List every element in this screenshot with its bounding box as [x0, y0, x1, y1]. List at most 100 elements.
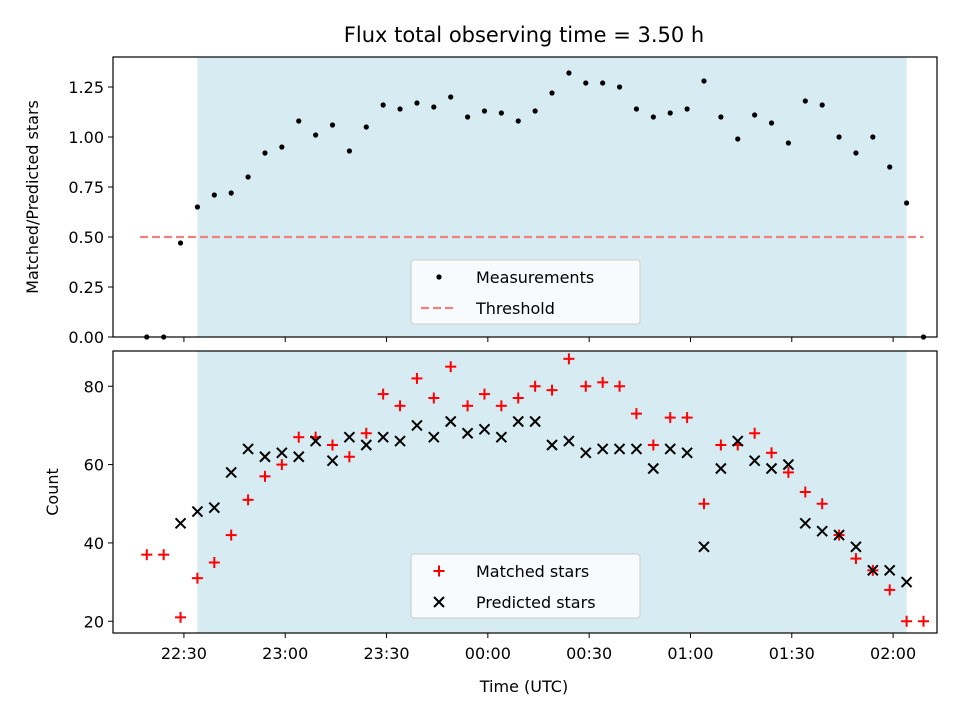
predicted-star-point [478, 423, 491, 436]
predicted-star-point [411, 419, 423, 432]
measurement-point [397, 106, 403, 112]
predicted-star-point [563, 435, 575, 447]
predicted-star-point [850, 541, 862, 553]
predicted-star-point [444, 415, 457, 428]
legend-marker-predicted [433, 596, 445, 608]
measurement-point [329, 122, 336, 128]
top-y-tick-label: 0.25 [68, 278, 104, 297]
measurement-point [735, 136, 741, 142]
matched-star-point [225, 529, 237, 541]
measurement-point [414, 100, 420, 106]
measurement-point [481, 108, 488, 114]
x-tick-label: 01:30 [769, 644, 815, 663]
predicted-star-point [867, 564, 879, 577]
matched-star-point [208, 557, 220, 568]
measurement-point [498, 110, 504, 116]
measurement-point [650, 114, 656, 120]
predicted-star-point [799, 517, 812, 530]
bottom-plot-frame [112, 350, 938, 634]
measurement-point [667, 110, 673, 116]
legend-marker-measurements [436, 274, 442, 280]
matched-star-point [766, 447, 778, 459]
top-legend: Measurements Threshold [410, 259, 641, 325]
matched-star-point [377, 388, 389, 400]
measurement-point [431, 104, 437, 110]
x-tick-label: 01:00 [667, 644, 713, 663]
matched-star-point [901, 615, 913, 627]
matched-star-point [664, 412, 676, 424]
predicted-star-point [326, 454, 339, 467]
predicted-star-point [529, 415, 541, 428]
measurement-point [296, 118, 302, 124]
predicted-star-point [580, 447, 592, 459]
predicted-star-point [732, 435, 744, 447]
predicted-star-point [613, 443, 626, 455]
bottom-y-tick-label: 60 [84, 456, 104, 475]
predicted-star-point [174, 517, 187, 530]
x-tick-label: 23:00 [262, 644, 308, 663]
x-tick-label: 02:00 [870, 644, 916, 663]
legend-label: Measurements [476, 268, 594, 287]
measurement-point [532, 108, 538, 114]
predicted-star-point [748, 454, 761, 467]
top-y-tick-label: 1.00 [68, 128, 104, 147]
matched-star-point [158, 549, 170, 561]
matched-star-point [782, 466, 794, 478]
matched-star-point [191, 572, 203, 584]
x-tick-label: 23:30 [363, 644, 409, 663]
predicted-star-point [833, 529, 845, 541]
matched-star-point [597, 376, 609, 388]
measurement-point [802, 98, 808, 104]
x-tick-label: 22:30 [161, 644, 207, 663]
matched-star-point [394, 400, 406, 412]
top-legend-box [410, 259, 641, 325]
top-y-tick-label: 1.25 [68, 78, 104, 97]
measurement-point [583, 80, 589, 86]
matched-star-point [512, 392, 524, 404]
legend-label: Threshold [475, 299, 555, 318]
predicted-star-point [428, 431, 440, 443]
predicted-star-point [293, 451, 305, 463]
measurement-point [701, 78, 707, 84]
measurement-point [684, 106, 690, 112]
measurement-point [752, 112, 758, 118]
legend-label: Matched stars [476, 562, 589, 581]
matched-star-point [175, 611, 187, 623]
matched-star-point [917, 615, 929, 627]
matched-star-point [681, 412, 693, 424]
matched-star-point [580, 380, 592, 392]
matched-star-point [327, 439, 339, 451]
predicted-star-point [647, 462, 660, 475]
matched-star-point [478, 388, 490, 400]
predicted-star-point [715, 462, 727, 475]
measurement-point [448, 94, 454, 100]
measurement-point [904, 200, 910, 206]
predicted-star-point [259, 451, 271, 463]
matched-star-point [445, 361, 457, 373]
measurement-point [633, 106, 640, 112]
matched-star-point [242, 494, 254, 506]
bottom-y-tick-label: 80 [84, 377, 104, 396]
predicted-star-point [276, 447, 288, 459]
matched-star-point [293, 431, 305, 443]
matched-star-point [816, 498, 828, 510]
measurement-point [245, 174, 251, 180]
predicted-star-point [495, 431, 508, 443]
predicted-star-point [191, 505, 204, 518]
measurement-point [549, 90, 555, 96]
predicted-star-point [512, 415, 524, 428]
top-y-tick-label: 0.00 [68, 328, 104, 347]
predicted-star-point [900, 576, 913, 588]
bottom-y-tick-label: 20 [84, 612, 104, 631]
top-y-tick-label: 0.50 [68, 228, 104, 247]
measurement-point [380, 102, 386, 108]
predicted-star-point [630, 443, 643, 455]
chart-title: Flux total observing time = 3.50 h [344, 23, 704, 47]
measurement-point [228, 190, 234, 196]
measurement-point [819, 102, 825, 108]
top-plot-frame [112, 56, 938, 338]
matched-star-point [647, 439, 659, 451]
measurement-point [363, 124, 369, 130]
measurement-point [346, 148, 352, 154]
